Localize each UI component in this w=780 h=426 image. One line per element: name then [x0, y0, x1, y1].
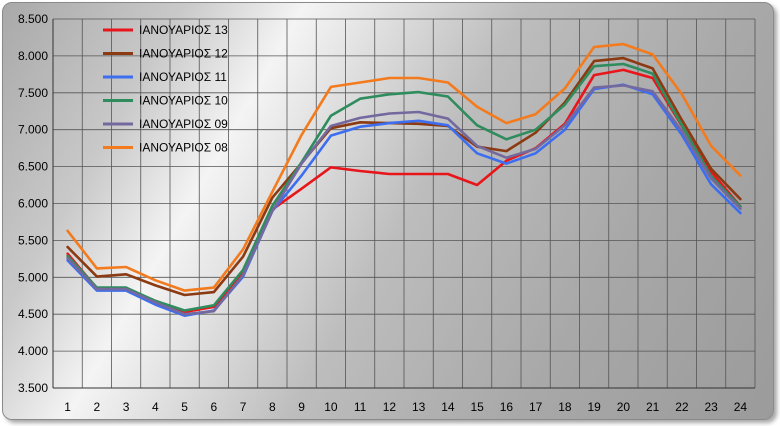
series-line	[66, 84, 742, 316]
y-tick-label: 3.500	[18, 381, 48, 395]
x-tick-label: 23	[704, 400, 718, 414]
x-tick-label: 4	[152, 400, 159, 414]
x-tick-label: 20	[617, 400, 631, 414]
x-tick-label: 9	[298, 400, 305, 414]
legend: ΙΑΝΟΥΑΡΙΟΣ 13 ΙΑΝΟΥΑΡΙΟΣ 12 ΙΑΝΟΥΑΡΙΟΣ 11 Ι…	[103, 23, 228, 155]
y-tick-label: 4.500	[18, 307, 48, 321]
chart-frame: 3.500 4.000 4.500 5.000 5.500 6.000 6.500 7.000…	[2, 2, 774, 420]
y-tick-label: 8.000	[18, 49, 48, 63]
series-lines	[66, 42, 742, 318]
legend-label: ΙΑΝΟΥΑΡΙΟΣ 13	[139, 23, 228, 37]
x-tick-label: 1	[64, 400, 71, 414]
x-tick-label: 19	[587, 400, 601, 414]
x-tick-label: 8	[269, 400, 276, 414]
x-tick-label: 5	[181, 400, 188, 414]
x-tick-label: 2	[94, 400, 101, 414]
x-tick-label: 18	[558, 400, 572, 414]
axes	[52, 19, 755, 389]
series-line	[66, 56, 742, 297]
y-tick-label: 4.000	[18, 344, 48, 358]
y-tick-label: 8.500	[18, 12, 48, 26]
x-tick-label: 6	[211, 400, 218, 414]
y-tick-label: 5.000	[18, 270, 48, 284]
x-tick-label: 10	[324, 400, 338, 414]
series-line	[66, 62, 742, 312]
x-tick-label: 22	[675, 400, 689, 414]
x-tick-label: 14	[441, 400, 455, 414]
x-tick-label: 16	[500, 400, 514, 414]
x-tick-label: 13	[412, 400, 426, 414]
y-tick-label: 7.000	[18, 123, 48, 137]
line-chart: 3.500 4.000 4.500 5.000 5.500 6.000 6.500 7.000…	[18, 12, 756, 414]
x-tick-label: 17	[529, 400, 543, 414]
legend-label: ΙΑΝΟΥΑΡΙΟΣ 08	[139, 141, 228, 155]
y-axis-tick-labels: 3.500 4.000 4.500 5.000 5.500 6.000 6.500 7.000…	[18, 12, 48, 395]
legend-label: ΙΑΝΟΥΑΡΙΟΣ 09	[139, 117, 228, 131]
legend-label: ΙΑΝΟΥΑΡΙΟΣ 10	[139, 94, 228, 108]
y-tick-label: 5.500	[18, 233, 48, 247]
x-tick-label: 12	[383, 400, 397, 414]
x-axis-tick-labels: 1 2 3 4 5 6 7 8 9 10 11 12 13 14 15 16 17 18 19 20 21 22 23 24	[64, 400, 747, 414]
x-tick-label: 21	[646, 400, 660, 414]
x-tick-label: 3	[123, 400, 130, 414]
x-tick-label: 7	[240, 400, 247, 414]
x-tick-label: 24	[734, 400, 748, 414]
legend-label: ΙΑΝΟΥΑΡΙΟΣ 12	[139, 47, 228, 61]
x-tick-label: 15	[470, 400, 484, 414]
y-tick-label: 6.500	[18, 160, 48, 174]
legend-label: ΙΑΝΟΥΑΡΙΟΣ 11	[139, 70, 227, 84]
y-tick-label: 7.500	[18, 86, 48, 100]
series-line	[66, 42, 742, 292]
x-tick-label: 11	[354, 400, 367, 414]
y-tick-label: 6.000	[18, 197, 48, 211]
